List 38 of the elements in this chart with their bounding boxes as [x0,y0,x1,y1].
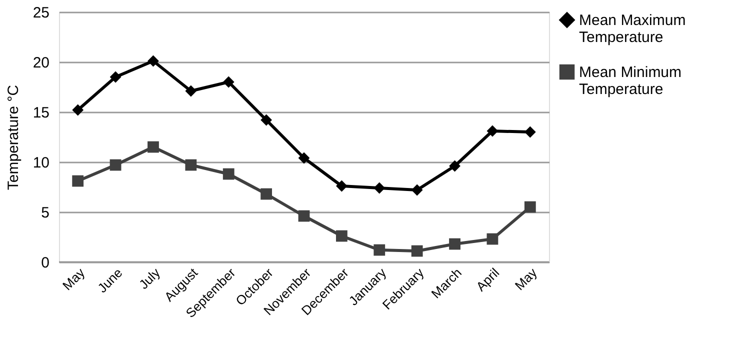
y-tick-label: 5 [41,204,50,222]
y-axis-title: Temperature °C [4,84,22,190]
x-tick-label: May [60,264,88,294]
point [374,182,386,194]
y-tick-label: 20 [32,54,50,72]
point [260,188,272,200]
legend-label: Mean Minimum Temperature [579,64,682,98]
point [148,55,159,67]
point [486,233,498,245]
y-tick-label: 0 [41,254,50,272]
point [524,201,536,213]
y-tick-label: 10 [32,154,50,172]
legend-label: Mean Maximum Temperature [579,12,686,46]
point [110,71,122,83]
point [336,180,348,192]
point [72,175,84,187]
point [222,76,234,88]
point [298,152,310,164]
point [185,159,197,171]
point [260,114,272,126]
point [524,126,536,138]
y-tick-label: 15 [32,104,50,122]
point [486,125,498,137]
point [411,245,423,257]
point [148,141,159,153]
point [298,210,310,222]
point [336,230,348,242]
point [72,104,84,116]
point [222,168,234,180]
x-tick-label: May [512,264,540,294]
point [411,184,423,196]
point [449,238,460,250]
y-tick-label: 25 [32,4,50,22]
point [110,159,122,171]
point [374,244,386,256]
x-tick-label: July [136,264,164,292]
point [449,160,460,172]
point [185,85,197,97]
